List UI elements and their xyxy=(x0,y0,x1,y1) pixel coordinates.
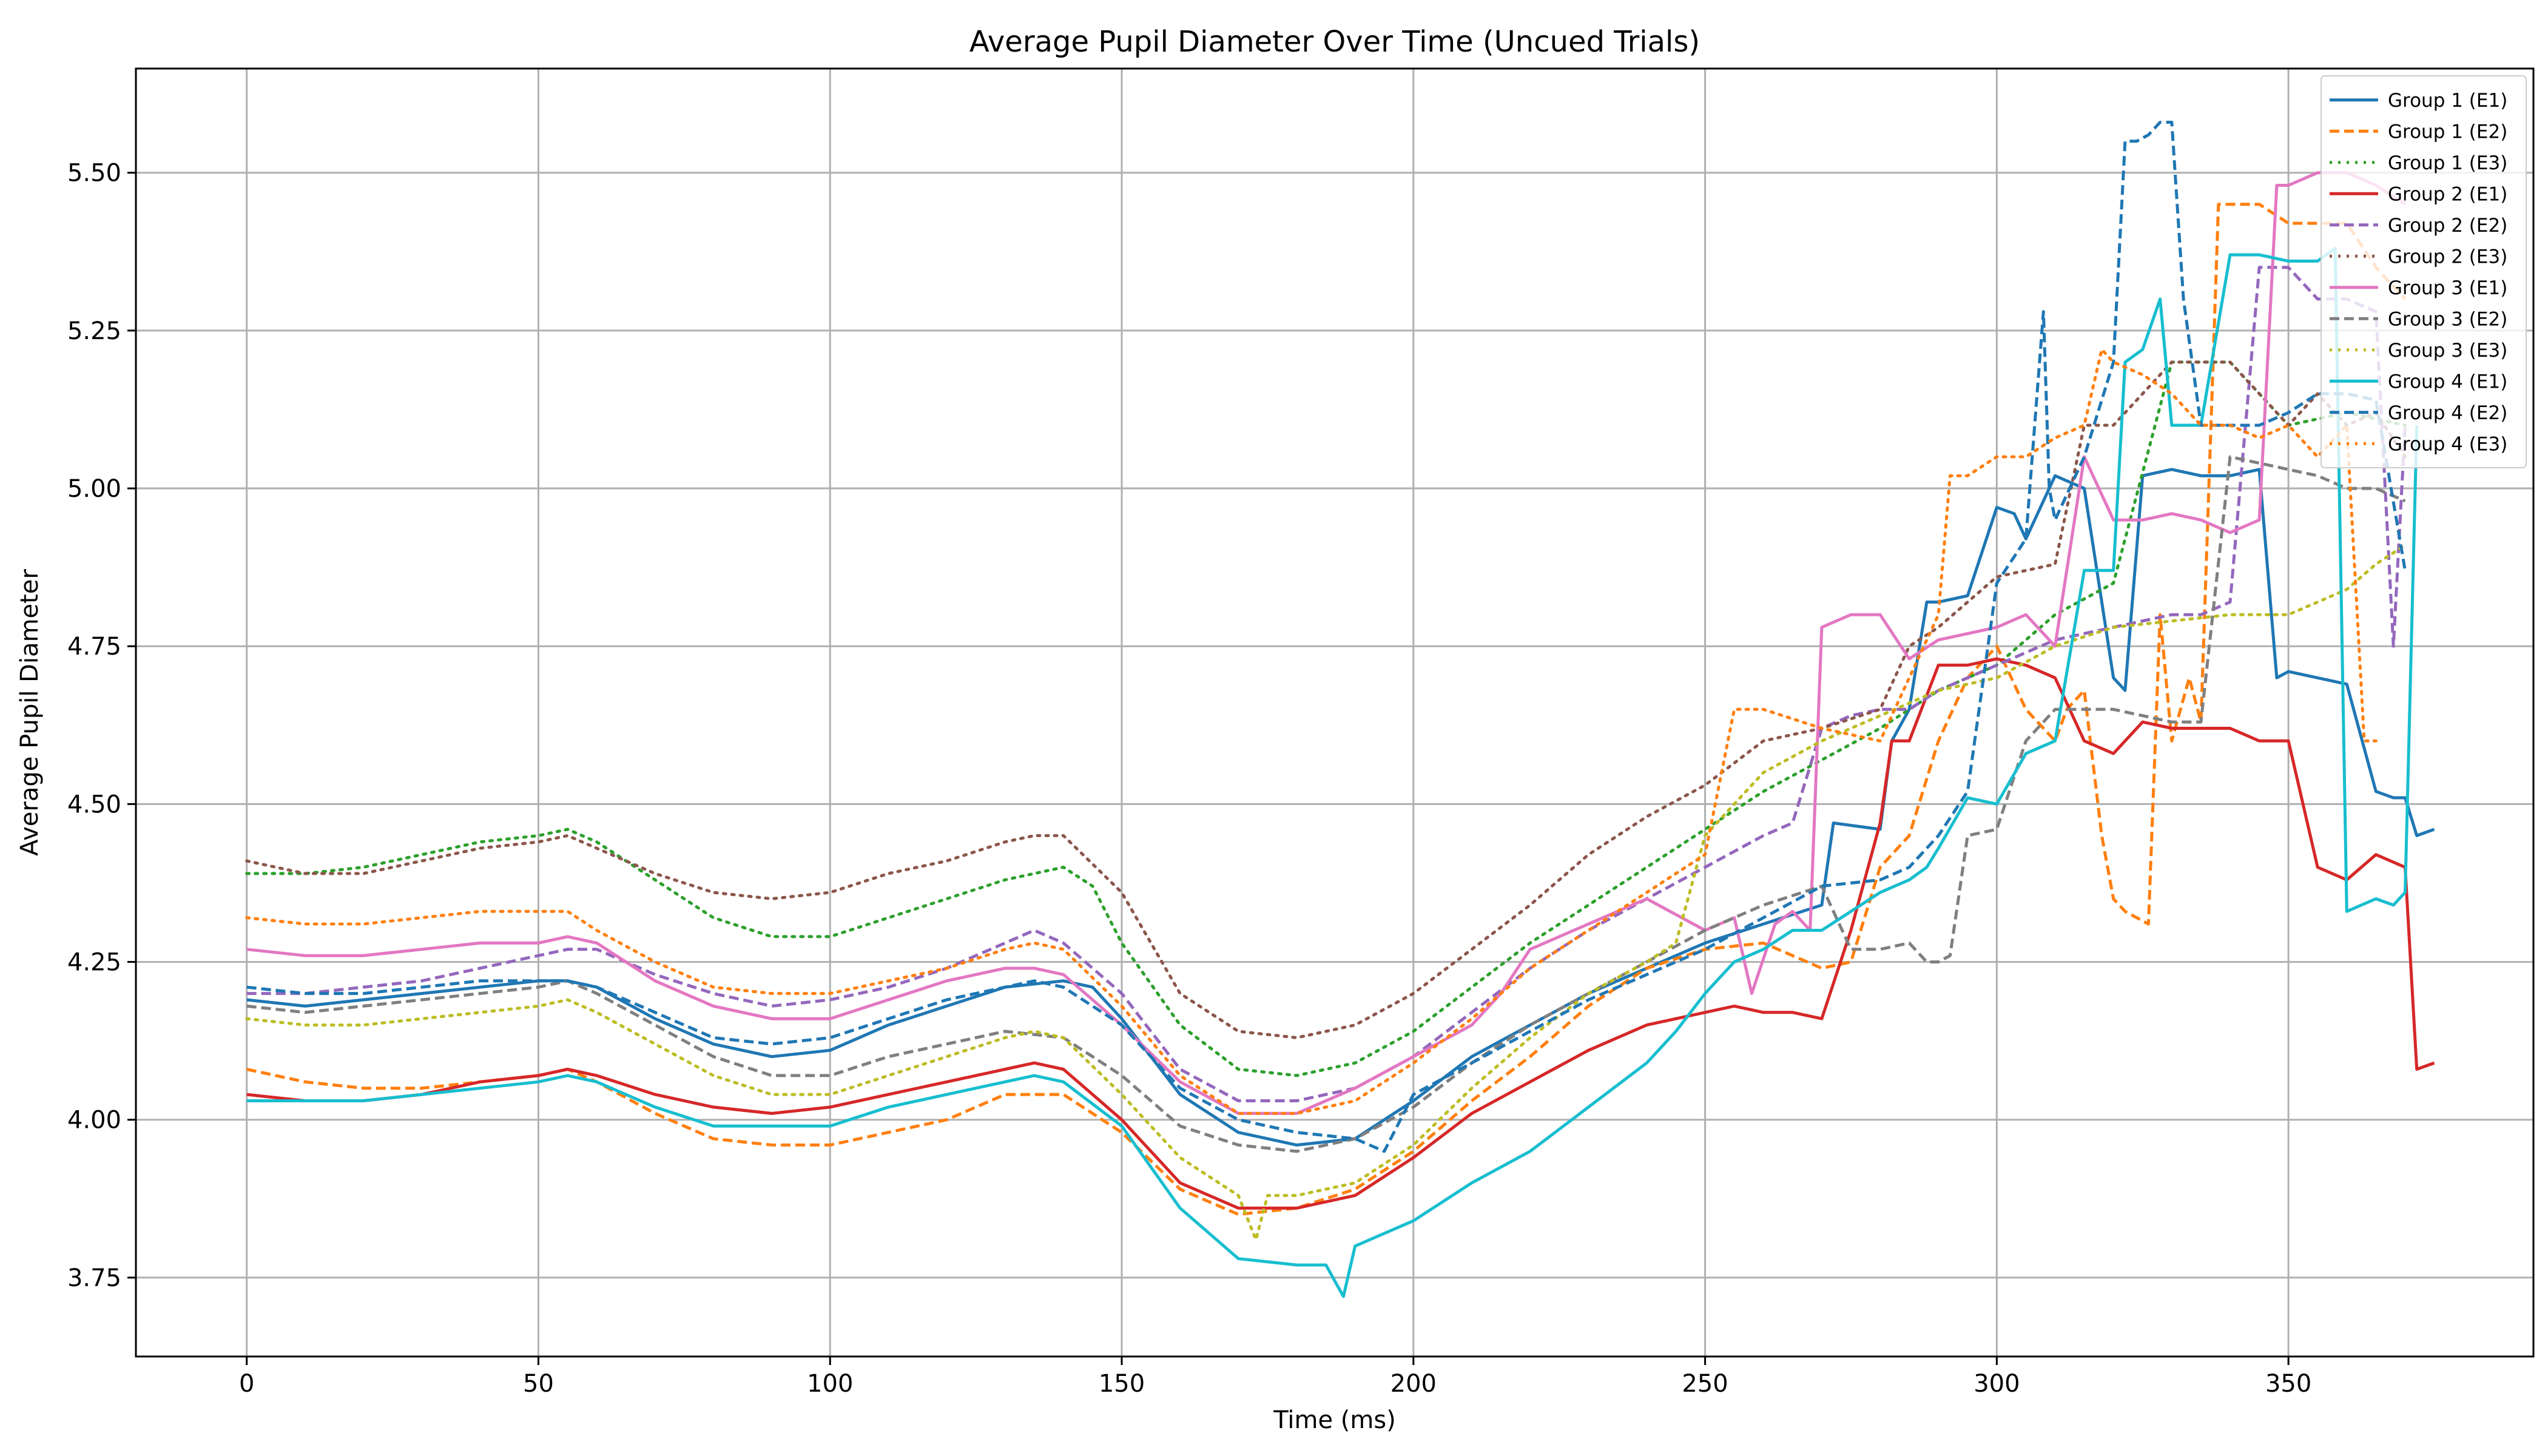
legend-label: Group 3 (E3) xyxy=(2388,340,2507,362)
x-tick-label: 300 xyxy=(1973,1370,2020,1398)
legend-label: Group 1 (E3) xyxy=(2388,152,2507,174)
legend-box xyxy=(2320,75,2527,468)
legend-label: Group 2 (E2) xyxy=(2388,215,2507,237)
series-line-group-2-e1 xyxy=(246,657,2435,1210)
legend-label: Group 1 (E1) xyxy=(2388,90,2507,112)
y-tick-label: 4.75 xyxy=(67,633,121,661)
legend-label: Group 3 (E1) xyxy=(2388,277,2507,299)
x-tick-label: 0 xyxy=(239,1370,254,1398)
legend-label: Group 2 (E1) xyxy=(2388,183,2507,205)
y-tick-label: 5.00 xyxy=(67,475,121,503)
legend-label: Group 1 (E2) xyxy=(2388,121,2507,143)
y-tick-label: 5.25 xyxy=(67,317,121,345)
x-tick-label: 50 xyxy=(523,1370,554,1398)
series-line-group-4-e3 xyxy=(245,348,2378,1115)
legend-label: Group 4 (E2) xyxy=(2388,402,2507,424)
series-line-group-4-e2 xyxy=(246,121,2407,1153)
x-tick-label: 150 xyxy=(1099,1370,1145,1398)
series-line-group-1-e2 xyxy=(246,203,2407,1216)
x-tick-label: 200 xyxy=(1390,1370,1437,1398)
series-line-group-1-e1 xyxy=(246,468,2435,1147)
plot-area-frame xyxy=(135,67,2535,1358)
y-tick-label: 4.50 xyxy=(67,790,121,818)
grid xyxy=(136,69,2533,1357)
axis-ticks: 0 50 100 150 200 250 300 350 3.75 4.00 4.25 4.50 4.7… xyxy=(67,160,2311,1398)
y-tick-label: 5.50 xyxy=(67,160,121,187)
legend-label: Group 3 (E2) xyxy=(2388,308,2507,330)
legend: Group 1 (E1) Group 1 (E2) Group 1 (E3) Grou… xyxy=(2320,75,2527,468)
x-tick-label: 350 xyxy=(2265,1370,2311,1398)
chart-title: Average Pupil Diameter Over Time (Uncued… xyxy=(969,25,1700,59)
y-axis-label: Average Pupil Diameter xyxy=(16,569,44,856)
series-line-group-1-e3 xyxy=(245,360,2407,1077)
y-tick-label: 4.00 xyxy=(67,1107,121,1134)
series-line-group-2-e2 xyxy=(246,266,2407,1102)
y-tick-label: 3.75 xyxy=(67,1264,121,1292)
series-lines xyxy=(245,121,2435,1298)
series-line-group-2-e3 xyxy=(245,360,2407,1039)
legend-label: Group 4 (E1) xyxy=(2388,371,2507,393)
x-tick-label: 250 xyxy=(1682,1370,1728,1398)
y-tick-label: 4.25 xyxy=(67,949,121,977)
x-tick-label: 100 xyxy=(807,1370,853,1398)
series-line-group-3-e1 xyxy=(246,171,2406,1115)
x-axis-label: Time (ms) xyxy=(1273,1406,1396,1434)
legend-label: Group 2 (E3) xyxy=(2388,246,2507,268)
legend-label: Group 4 (E3) xyxy=(2388,433,2507,455)
series-line-group-3-e3 xyxy=(245,544,2407,1241)
